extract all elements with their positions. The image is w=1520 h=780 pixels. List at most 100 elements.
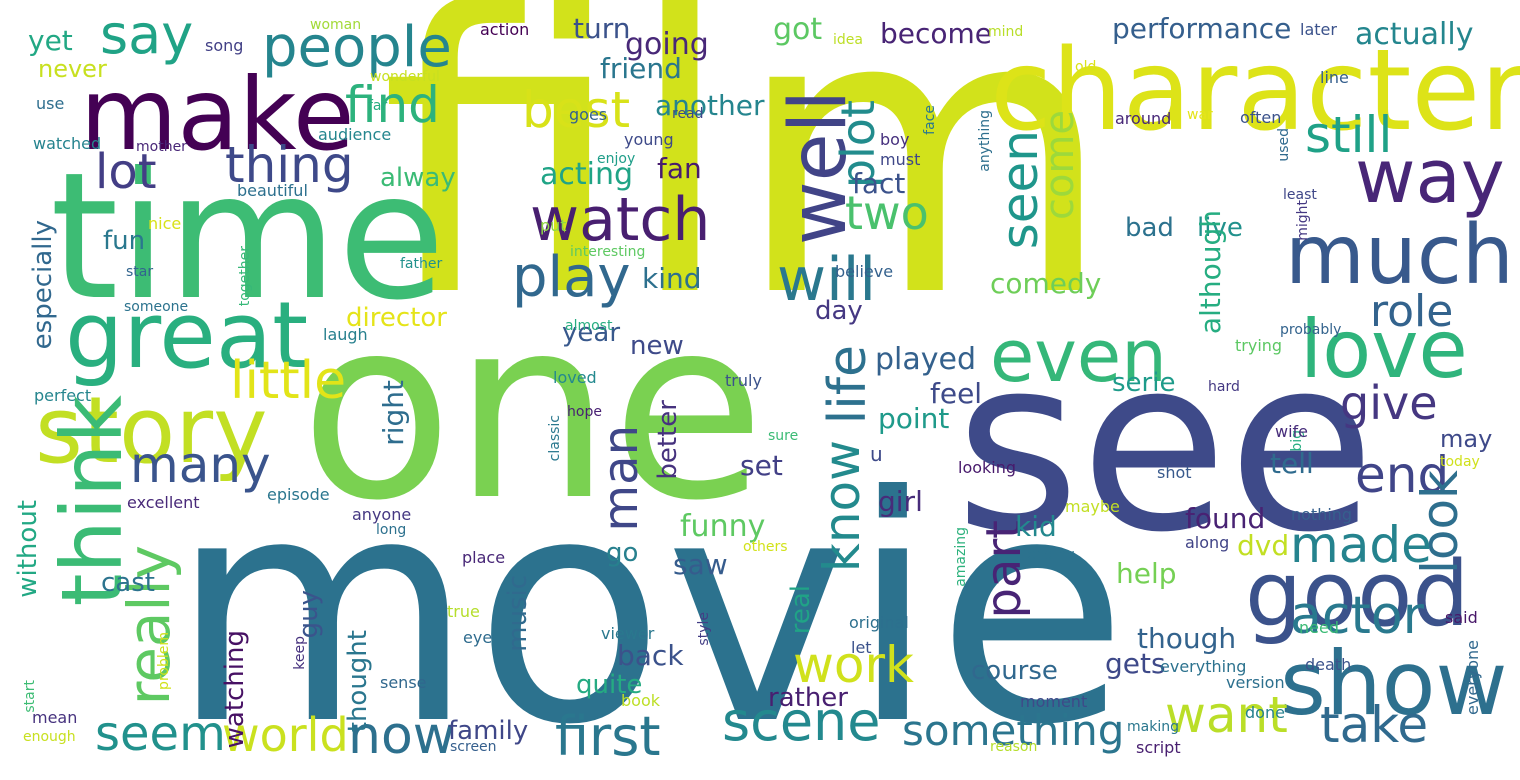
word-work: work xyxy=(793,636,914,694)
word-might: might xyxy=(1295,200,1311,241)
word-friend: friend xyxy=(600,52,682,85)
word-hope: hope xyxy=(567,404,602,420)
word-movie: movie xyxy=(170,429,1129,780)
word-though: though xyxy=(1137,622,1237,655)
word-man: man xyxy=(593,425,649,532)
word-watched: watched xyxy=(33,134,102,153)
word-yet: yet xyxy=(28,24,73,57)
word-excellent: excellent xyxy=(127,493,200,512)
word-dvd: dvd xyxy=(1237,529,1290,562)
word-way: way xyxy=(1355,134,1505,220)
word-version: version xyxy=(1226,673,1285,692)
word-seem: seem xyxy=(95,706,226,762)
word-together: together xyxy=(237,246,253,307)
word-line: line xyxy=(1320,68,1349,87)
word-episode: episode xyxy=(267,485,330,504)
word-need: need xyxy=(1299,618,1339,637)
word-become: become xyxy=(880,17,993,50)
word-alway: alway xyxy=(380,163,456,193)
word-nothing: nothing xyxy=(1291,505,1353,524)
word-see: see xyxy=(955,305,1376,585)
word-eye: eye xyxy=(463,628,493,647)
word-will: will xyxy=(777,245,877,315)
word-wonderful: wonderful xyxy=(370,69,440,85)
word-take: take xyxy=(1320,696,1429,754)
word-enough: enough xyxy=(23,729,76,745)
word-much: much xyxy=(1285,208,1514,303)
word-anyone: anyone xyxy=(352,505,412,524)
word-enjoy: enjoy xyxy=(597,151,636,167)
word-thought: thought xyxy=(343,630,373,733)
word-character: character xyxy=(990,26,1520,156)
word-moment: moment xyxy=(1020,692,1088,711)
word-put: put xyxy=(540,216,567,235)
word-may: may xyxy=(1440,425,1493,453)
word-set: set xyxy=(740,449,783,482)
word-done: done xyxy=(1245,703,1285,722)
word-girl: girl xyxy=(878,485,923,518)
word-said: said xyxy=(1445,608,1478,627)
word-another: another xyxy=(655,89,765,122)
word-gets: gets xyxy=(1105,647,1166,680)
word-play: play xyxy=(512,245,631,310)
word-watching: watching xyxy=(220,630,250,749)
word-without: without xyxy=(13,500,43,598)
word-death: death xyxy=(1305,655,1352,674)
word-time: time xyxy=(50,136,446,339)
word-now: now xyxy=(348,706,456,766)
word-trying: trying xyxy=(1235,336,1283,355)
word-life: life xyxy=(818,345,878,425)
word-truly: truly xyxy=(725,371,762,390)
word-believe: believe xyxy=(835,262,894,281)
word-kind: kind xyxy=(642,262,702,295)
word-amazing: amazing xyxy=(953,527,969,587)
word-never: never xyxy=(38,55,107,83)
word-saw: saw xyxy=(673,548,728,581)
word-almost: almost xyxy=(565,318,613,334)
word-family: family xyxy=(448,716,529,746)
word-guy: guy xyxy=(294,590,324,639)
word-style: style xyxy=(696,612,712,646)
word-scene: scene xyxy=(722,690,881,753)
word-funny: funny xyxy=(680,509,766,544)
word-probably: probably xyxy=(1280,322,1342,338)
word-shot: shot xyxy=(1157,463,1192,482)
word-wife: wife xyxy=(1275,422,1309,441)
word-great: great xyxy=(65,282,309,389)
word-used: used xyxy=(1276,128,1292,162)
word-course: course xyxy=(971,656,1058,686)
word-lot: lot xyxy=(95,144,157,200)
word-something: something xyxy=(902,706,1125,755)
word-still: still xyxy=(1305,106,1393,164)
word-original: original xyxy=(849,613,909,632)
word-director: director xyxy=(346,303,447,333)
word-film: film xyxy=(380,0,1114,382)
word-people: people xyxy=(262,15,452,80)
word-come: come xyxy=(1037,110,1083,221)
word-classic: classic xyxy=(547,415,563,462)
word-performance: performance xyxy=(1112,12,1292,45)
word-beautiful: beautiful xyxy=(237,181,308,200)
word-young: young xyxy=(624,130,674,149)
word-turn: turn xyxy=(573,12,631,45)
word-best: best xyxy=(522,81,631,139)
word-even: even xyxy=(990,314,1167,398)
word-around: around xyxy=(1115,109,1172,128)
word-two: two xyxy=(845,186,929,240)
word-serie: serie xyxy=(1112,368,1176,398)
word-better: better xyxy=(653,400,683,480)
word-cast: cast xyxy=(101,568,155,598)
word-got: got xyxy=(773,12,823,47)
word-ending: ending xyxy=(1027,547,1076,563)
word-script: script xyxy=(1136,738,1181,757)
word-music: music xyxy=(503,575,533,652)
word-quite: quite xyxy=(576,670,643,700)
word-little: little xyxy=(230,351,347,411)
word-kid: kid xyxy=(1015,510,1057,543)
word-especially: especially xyxy=(28,220,58,350)
word-old: old xyxy=(1075,59,1097,75)
word-point: point xyxy=(878,402,950,435)
word-true: true xyxy=(447,602,480,621)
word-make: make xyxy=(80,56,355,173)
